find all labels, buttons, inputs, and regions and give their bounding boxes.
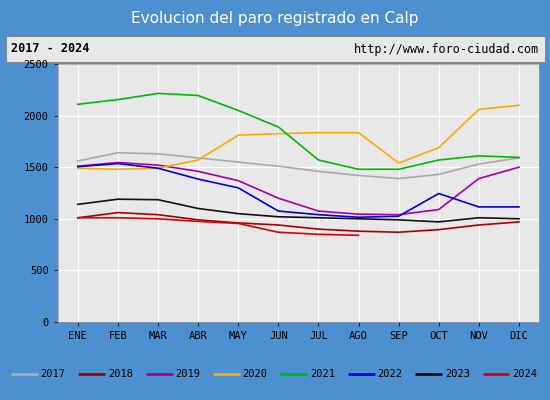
Text: 2018: 2018 [108,369,133,379]
Text: 2019: 2019 [175,369,200,379]
Text: 2021: 2021 [310,369,335,379]
Text: http://www.foro-ciudad.com: http://www.foro-ciudad.com [354,42,539,56]
Text: 2017 - 2024: 2017 - 2024 [11,42,89,56]
Text: 2024: 2024 [512,369,537,379]
Text: 2020: 2020 [243,369,268,379]
Text: 2022: 2022 [377,369,403,379]
Text: Evolucion del paro registrado en Calp: Evolucion del paro registrado en Calp [131,10,419,26]
Text: 2023: 2023 [445,369,470,379]
Text: 2017: 2017 [41,369,65,379]
